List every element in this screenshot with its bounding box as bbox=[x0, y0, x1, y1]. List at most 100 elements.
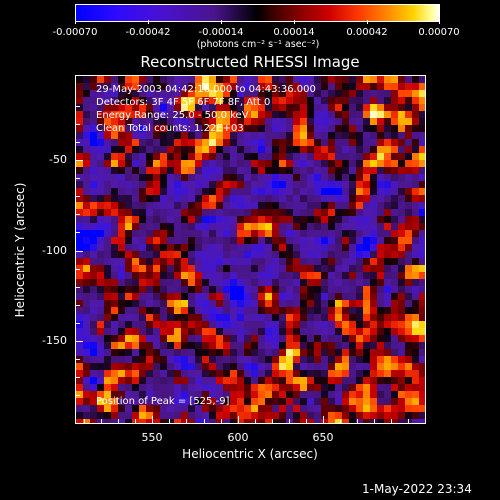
heatmap-cell bbox=[265, 216, 272, 223]
heatmap-cell bbox=[132, 174, 139, 181]
heatmap-cell bbox=[412, 132, 419, 139]
heatmap-cell bbox=[146, 90, 153, 97]
heatmap-cell bbox=[286, 370, 293, 377]
heatmap-cell bbox=[307, 195, 314, 202]
heatmap-cell bbox=[146, 188, 153, 195]
heatmap-cell bbox=[314, 188, 321, 195]
heatmap-cell bbox=[377, 223, 384, 230]
heatmap-cell bbox=[223, 272, 230, 279]
heatmap-cell bbox=[349, 237, 356, 244]
heatmap-cell bbox=[83, 125, 90, 132]
heatmap-cell bbox=[202, 328, 209, 335]
heatmap-cell bbox=[251, 188, 258, 195]
heatmap-cell bbox=[391, 356, 398, 363]
x-tick-label: 650 bbox=[312, 431, 334, 444]
heatmap-cell bbox=[349, 377, 356, 384]
heatmap-cell bbox=[251, 363, 258, 370]
heatmap-cell bbox=[181, 97, 188, 104]
heatmap-cell bbox=[139, 335, 146, 342]
heatmap-cell bbox=[132, 146, 139, 153]
heatmap-cell bbox=[377, 321, 384, 328]
heatmap-cell bbox=[181, 153, 188, 160]
heatmap-cell bbox=[349, 104, 356, 111]
heatmap-cell bbox=[272, 300, 279, 307]
heatmap-cell bbox=[230, 167, 237, 174]
heatmap-cell bbox=[384, 223, 391, 230]
heatmap-cell bbox=[286, 286, 293, 293]
heatmap-cell bbox=[153, 118, 160, 125]
heatmap-cell bbox=[118, 209, 125, 216]
heatmap-cell bbox=[160, 132, 167, 139]
heatmap-cell bbox=[279, 216, 286, 223]
heatmap-cell bbox=[307, 405, 314, 412]
heatmap-cell bbox=[328, 174, 335, 181]
heatmap-cell bbox=[237, 384, 244, 391]
heatmap-cell bbox=[104, 153, 111, 160]
heatmap-cell bbox=[384, 356, 391, 363]
heatmap-cell bbox=[132, 181, 139, 188]
heatmap-cell bbox=[307, 230, 314, 237]
heatmap-cell bbox=[279, 118, 286, 125]
heatmap-cell bbox=[398, 328, 405, 335]
heatmap-cell bbox=[230, 188, 237, 195]
heatmap-cell bbox=[118, 405, 125, 412]
heatmap-cell bbox=[335, 181, 342, 188]
heatmap-cell bbox=[97, 314, 104, 321]
heatmap-cell bbox=[405, 104, 412, 111]
heatmap-cell bbox=[335, 118, 342, 125]
heatmap-cell bbox=[419, 258, 425, 265]
heatmap-cell bbox=[314, 125, 321, 132]
heatmap-cell bbox=[251, 104, 258, 111]
heatmap-cell bbox=[342, 160, 349, 167]
heatmap-cell bbox=[419, 237, 425, 244]
heatmap-cell bbox=[314, 167, 321, 174]
heatmap-cell bbox=[230, 251, 237, 258]
heatmap-cell bbox=[258, 111, 265, 118]
heatmap-cell bbox=[328, 104, 335, 111]
heatmap-cell bbox=[174, 370, 181, 377]
heatmap-cell bbox=[146, 342, 153, 349]
heatmap-cell bbox=[209, 76, 216, 83]
heatmap-cell bbox=[139, 174, 146, 181]
heatmap-cell bbox=[293, 349, 300, 356]
heatmap-cell bbox=[90, 419, 97, 423]
heatmap-cell bbox=[356, 370, 363, 377]
heatmap-cell bbox=[335, 342, 342, 349]
heatmap-cell bbox=[293, 118, 300, 125]
x-minor-tick bbox=[135, 419, 136, 423]
heatmap-cell bbox=[83, 146, 90, 153]
heatmap-cell bbox=[125, 321, 132, 328]
heatmap-cell bbox=[251, 328, 258, 335]
heatmap-cell bbox=[258, 377, 265, 384]
heatmap-cell bbox=[97, 146, 104, 153]
heatmap-cell bbox=[153, 174, 160, 181]
heatmap-cell bbox=[286, 356, 293, 363]
heatmap-cell bbox=[405, 195, 412, 202]
heatmap-cell bbox=[377, 132, 384, 139]
heatmap-cell bbox=[314, 258, 321, 265]
heatmap-cell bbox=[370, 83, 377, 90]
heatmap-cell bbox=[118, 279, 125, 286]
heatmap-cell bbox=[146, 307, 153, 314]
heatmap-cell bbox=[405, 265, 412, 272]
heatmap-cell bbox=[328, 356, 335, 363]
heatmap-cell bbox=[363, 370, 370, 377]
heatmap-cell bbox=[335, 391, 342, 398]
x-tick bbox=[238, 416, 239, 423]
heatmap-cell bbox=[398, 237, 405, 244]
heatmap-cell bbox=[76, 314, 83, 321]
heatmap-cell bbox=[314, 132, 321, 139]
heatmap-cell bbox=[153, 230, 160, 237]
heatmap-cell bbox=[307, 216, 314, 223]
heatmap-cell bbox=[251, 237, 258, 244]
heatmap-cell bbox=[188, 251, 195, 258]
heatmap-cell bbox=[419, 391, 425, 398]
heatmap-cell bbox=[237, 160, 244, 167]
heatmap-cell bbox=[412, 111, 419, 118]
heatmap-cell bbox=[209, 153, 216, 160]
heatmap-cell bbox=[258, 265, 265, 272]
heatmap-cell bbox=[251, 391, 258, 398]
heatmap-cell bbox=[90, 279, 97, 286]
heatmap-cell bbox=[167, 202, 174, 209]
heatmap-cell bbox=[76, 321, 83, 328]
